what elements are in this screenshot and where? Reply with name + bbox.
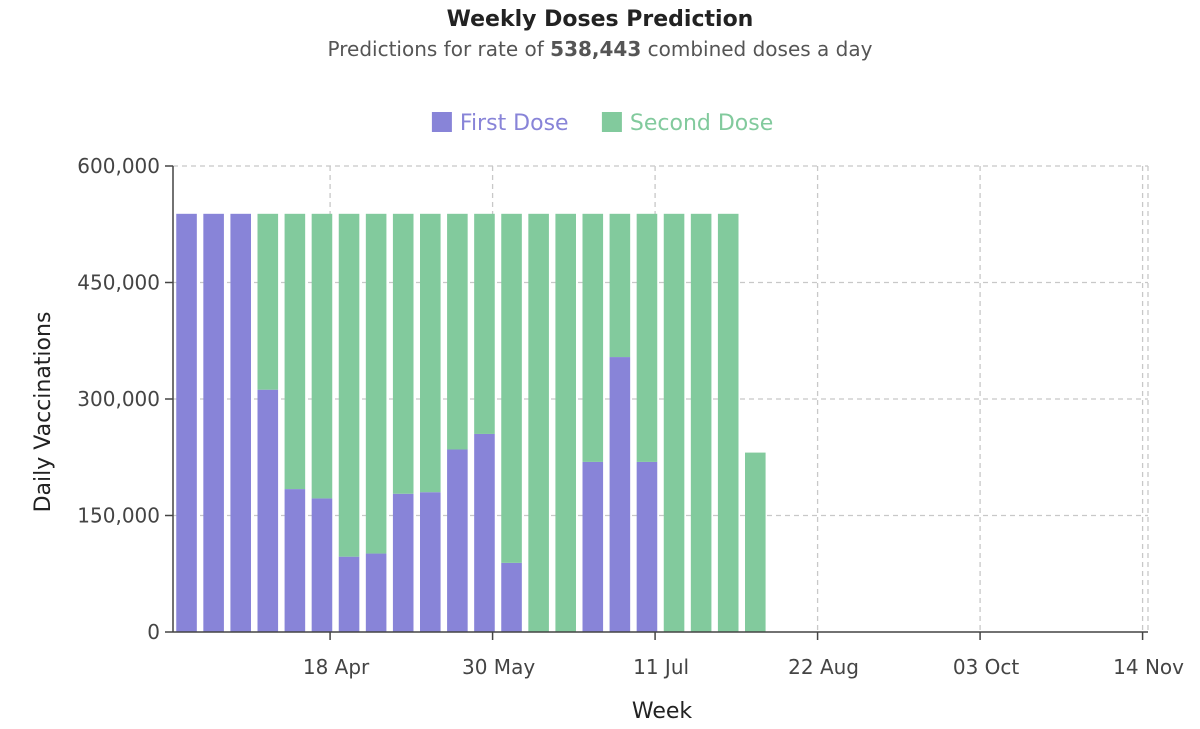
bar-first-dose xyxy=(447,449,468,632)
subtitle-rate-value: 538,443 xyxy=(550,37,641,61)
chart-legend: First Dose Second Dose xyxy=(431,111,773,136)
legend-swatch xyxy=(601,112,622,132)
bar-second-dose xyxy=(555,213,576,632)
y-axis-ticks: 0 150,000 300,000 450,000 600,000 xyxy=(77,154,173,644)
legend-swatch xyxy=(431,112,452,132)
legend-label: First Dose xyxy=(460,111,569,136)
bar-first-dose xyxy=(284,489,306,632)
y-tick-label: 300,000 xyxy=(77,387,160,411)
bar-first-dose xyxy=(203,213,224,632)
bar-first-dose xyxy=(501,562,522,632)
bar-second-dose xyxy=(365,213,387,554)
bar-second-dose xyxy=(636,213,658,462)
bar-first-dose xyxy=(392,493,414,632)
bar-first-dose xyxy=(420,492,441,632)
bar-second-dose xyxy=(257,213,279,390)
bar-second-dose xyxy=(501,213,522,563)
bar-second-dose xyxy=(528,213,549,632)
bar-first-dose xyxy=(582,461,604,632)
bar-first-dose xyxy=(609,357,631,632)
x-axis-title: Week xyxy=(632,699,693,724)
bar-second-dose xyxy=(745,452,766,632)
bar-second-dose xyxy=(284,213,306,490)
chart-subtitle: Predictions for rate of 538,443 combined… xyxy=(328,37,873,61)
bar-first-dose xyxy=(257,389,279,632)
x-tick-label: 11 Jul xyxy=(633,655,689,679)
bar-second-dose xyxy=(420,213,441,493)
bar-second-dose xyxy=(717,213,739,632)
x-axis-ticks: 18 Apr 30 May 11 Jul 22 Aug 03 Oct 14 Nov xyxy=(303,632,1184,679)
bar-second-dose xyxy=(663,213,685,632)
bar-first-dose xyxy=(311,498,333,632)
y-axis-title: Daily Vaccinations xyxy=(31,312,56,513)
subtitle-prefix: Predictions for rate of xyxy=(328,37,551,61)
bar-second-dose xyxy=(338,213,360,557)
bar-second-dose xyxy=(474,213,495,434)
legend-label: Second Dose xyxy=(630,111,773,136)
bar-second-dose xyxy=(690,213,712,632)
bar-first-dose xyxy=(636,461,658,632)
x-tick-label: 14 Nov xyxy=(1113,655,1184,679)
subtitle-suffix: combined doses a day xyxy=(641,37,872,61)
bar-second-dose xyxy=(311,213,333,499)
bar-second-dose xyxy=(392,213,414,494)
y-tick-label: 600,000 xyxy=(77,154,160,178)
chart-title: Weekly Doses Prediction xyxy=(447,7,754,32)
x-tick-label: 22 Aug xyxy=(788,655,859,679)
bar-first-dose xyxy=(176,213,197,632)
y-tick-label: 150,000 xyxy=(77,504,160,528)
x-tick-label: 03 Oct xyxy=(953,655,1020,679)
bar-second-dose xyxy=(447,213,468,450)
bar-second-dose xyxy=(609,213,631,358)
y-tick-label: 0 xyxy=(147,620,160,644)
bar-second-dose xyxy=(582,213,604,462)
bar-first-dose xyxy=(230,213,251,632)
x-tick-label: 30 May xyxy=(462,655,535,679)
bar-first-dose xyxy=(338,556,360,632)
x-tick-label: 18 Apr xyxy=(303,655,370,679)
bars xyxy=(176,213,766,632)
y-tick-label: 450,000 xyxy=(77,271,160,295)
bar-first-dose xyxy=(365,553,387,632)
bar-first-dose xyxy=(474,433,495,632)
